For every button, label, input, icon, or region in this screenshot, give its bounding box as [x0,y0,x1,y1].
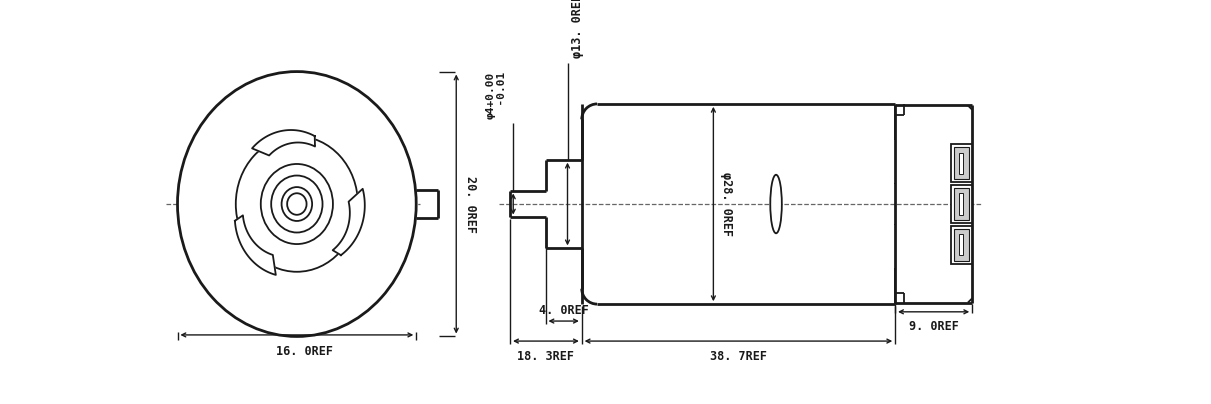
Bar [959,194,964,215]
Text: φ4+0.00
  -0.01: φ4+0.00 -0.01 [486,72,507,119]
Bar [954,188,969,220]
Text: 20. 0REF: 20. 0REF [464,175,477,233]
Ellipse shape [770,175,782,233]
Bar [951,185,972,223]
Polygon shape [235,215,276,275]
Text: φ28. 0REF: φ28. 0REF [719,172,733,236]
Ellipse shape [178,72,417,337]
Text: 16. 0REF: 16. 0REF [276,345,333,358]
Ellipse shape [260,164,333,244]
Bar [954,147,969,179]
Ellipse shape [282,187,312,221]
Ellipse shape [271,175,322,233]
Polygon shape [252,130,315,156]
Text: 9. 0REF: 9. 0REF [908,320,959,332]
Ellipse shape [287,193,306,215]
Text: φ13. 0REF: φ13. 0REF [572,0,585,58]
Text: 38. 7REF: 38. 7REF [710,349,767,362]
Ellipse shape [236,136,358,272]
Bar [951,144,972,183]
Bar [951,225,972,264]
Bar [954,229,969,261]
Bar [959,234,964,255]
Text: 4. 0REF: 4. 0REF [539,304,589,317]
Text: 18. 3REF: 18. 3REF [517,349,574,362]
Polygon shape [333,189,365,255]
Bar [959,153,964,174]
